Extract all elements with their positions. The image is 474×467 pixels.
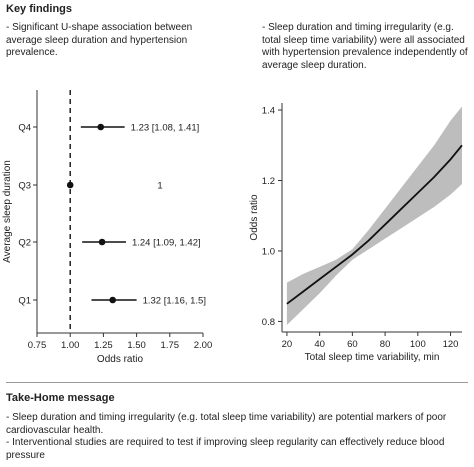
y-tick-label: 1.0 bbox=[262, 246, 275, 257]
data-label: 1 bbox=[157, 181, 162, 192]
take-home-line-2: - Interventional studies are required to… bbox=[6, 437, 445, 461]
data-label: 1.24 [1.09, 1.42] bbox=[132, 238, 201, 249]
x-axis-title: Total sleep time variability, min bbox=[305, 352, 440, 363]
x-tick-label: 120 bbox=[443, 339, 459, 350]
key-findings-right-text: - Sleep duration and timing irregularity… bbox=[262, 22, 468, 71]
y-tick-label: 0.8 bbox=[262, 317, 275, 328]
y-tick-label: Q2 bbox=[18, 238, 31, 249]
odds-ratio-curve bbox=[286, 144, 463, 305]
confidence-band bbox=[286, 106, 462, 325]
estimate-point bbox=[109, 296, 116, 304]
key-findings-title: Key findings bbox=[6, 3, 73, 15]
x-tick-label: 1.75 bbox=[161, 340, 180, 351]
x-tick-label: 20 bbox=[282, 339, 293, 350]
y-tick-label: 1.4 bbox=[262, 106, 275, 117]
take-home-line-1: - Sleep duration and timing irregularity… bbox=[6, 412, 447, 436]
x-tick-label: 100 bbox=[410, 339, 426, 350]
x-tick-label: 80 bbox=[380, 339, 391, 350]
divider bbox=[6, 382, 468, 383]
y-tick-label: Q3 bbox=[18, 181, 31, 192]
estimate-point bbox=[97, 123, 105, 131]
x-tick-label: 1.50 bbox=[127, 340, 146, 351]
estimate-point bbox=[66, 181, 74, 189]
data-label: 1.32 [1.16, 1.5] bbox=[143, 296, 206, 307]
x-tick-label: 1.00 bbox=[61, 340, 80, 351]
estimate-point bbox=[98, 238, 106, 246]
data-label: 1.23 [1.08, 1.41] bbox=[131, 123, 200, 134]
y-tick-label: 1.2 bbox=[262, 176, 275, 187]
x-tick-label: 60 bbox=[347, 339, 358, 350]
y-axis-title: Average sleep duration bbox=[2, 160, 13, 263]
x-tick-label: 0.75 bbox=[28, 340, 47, 351]
x-tick-label: 1.25 bbox=[94, 340, 113, 351]
x-axis-title: Odds ratio bbox=[97, 354, 144, 365]
y-tick-label: Q1 bbox=[18, 296, 31, 307]
key-findings-left-text: - Significant U-shape association betwee… bbox=[6, 22, 193, 58]
forest-plot: 0.75 1.00 1.25 1.50 1.75 2.00 Odds ratio Averag… bbox=[2, 90, 213, 365]
y-axis-title: Odds ratio bbox=[249, 194, 260, 241]
x-tick-label: 2.00 bbox=[194, 340, 213, 351]
x-tick-label: 40 bbox=[314, 339, 325, 350]
take-home-title: Take-Home message bbox=[6, 392, 115, 404]
y-tick-label: Q4 bbox=[18, 123, 31, 134]
